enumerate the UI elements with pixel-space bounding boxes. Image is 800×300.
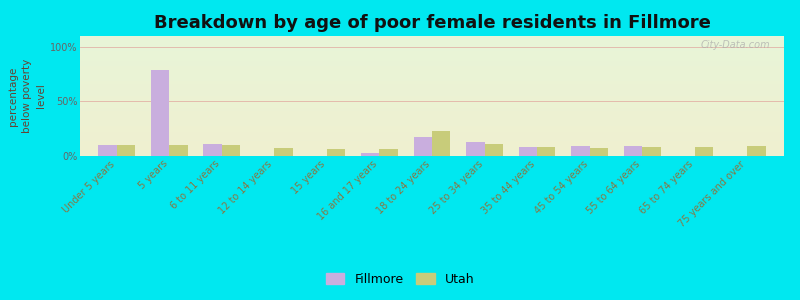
Bar [432,131,450,156]
Bar [642,147,661,156]
Bar [694,147,713,156]
Bar [379,149,398,156]
Bar [222,145,240,156]
Bar [98,145,117,156]
Bar [466,142,485,156]
Bar [537,147,555,156]
Bar [170,145,188,156]
Legend: Fillmore, Utah: Fillmore, Utah [321,268,479,291]
Bar [747,146,766,156]
Y-axis label: percentage
below poverty
level: percentage below poverty level [7,59,46,133]
Text: City-Data.com: City-Data.com [700,40,770,50]
Bar [274,148,293,156]
Bar [151,70,170,156]
Bar [117,145,135,156]
Bar [485,144,503,156]
Title: Breakdown by age of poor female residents in Fillmore: Breakdown by age of poor female resident… [154,14,710,32]
Bar [414,137,432,156]
Bar [361,153,379,156]
Bar [518,147,537,156]
Bar [571,146,590,156]
Bar [590,148,608,156]
Bar [203,144,222,156]
Bar [327,149,346,156]
Bar [624,146,642,156]
